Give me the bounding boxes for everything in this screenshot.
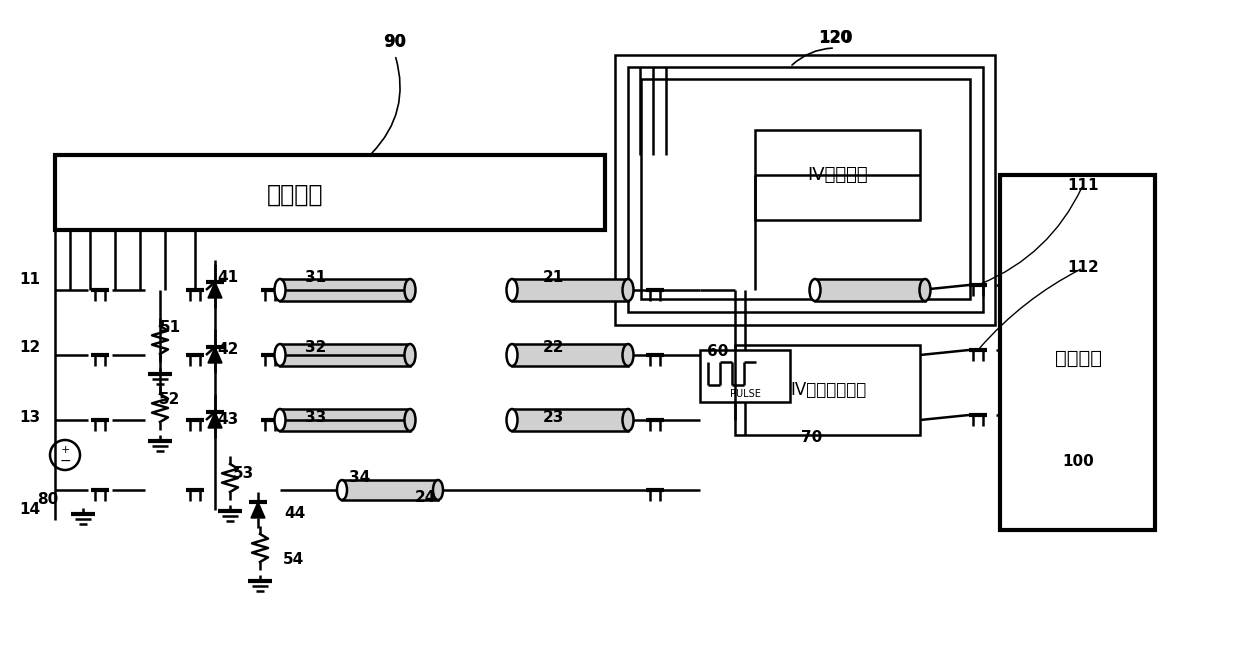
Text: 11: 11: [20, 272, 41, 288]
Ellipse shape: [274, 344, 285, 366]
Bar: [280, 344, 410, 366]
Polygon shape: [208, 282, 222, 298]
Ellipse shape: [920, 279, 930, 301]
Text: 120: 120: [817, 29, 852, 47]
Text: 54: 54: [283, 553, 304, 567]
Text: 待测器件: 待测器件: [1054, 348, 1101, 368]
Text: 70: 70: [801, 430, 822, 446]
Bar: [512, 279, 627, 301]
Ellipse shape: [622, 279, 634, 301]
Text: 53: 53: [232, 466, 254, 480]
Ellipse shape: [622, 409, 634, 431]
Bar: [735, 345, 920, 435]
Bar: [627, 67, 983, 312]
Bar: [701, 350, 790, 402]
Ellipse shape: [274, 279, 285, 301]
Text: 23: 23: [542, 410, 564, 426]
Bar: [615, 55, 994, 325]
Text: 42: 42: [217, 342, 238, 358]
Ellipse shape: [506, 409, 517, 431]
Text: 41: 41: [217, 270, 238, 286]
Text: 112: 112: [1068, 260, 1099, 276]
Text: 120: 120: [820, 31, 851, 45]
Bar: [280, 409, 410, 431]
Bar: [55, 155, 605, 230]
Ellipse shape: [506, 344, 517, 366]
Text: 34: 34: [350, 470, 371, 486]
Ellipse shape: [404, 279, 415, 301]
Bar: [999, 175, 1154, 530]
Text: 33: 33: [305, 410, 326, 426]
Text: 43: 43: [217, 412, 238, 428]
Text: PULSE: PULSE: [729, 389, 760, 399]
Text: 12: 12: [20, 340, 41, 356]
Text: 44: 44: [284, 505, 305, 521]
Text: 24: 24: [414, 490, 435, 505]
Bar: [641, 79, 970, 299]
Text: IV探头及示波器: IV探头及示波器: [790, 381, 866, 399]
Text: 111: 111: [1068, 178, 1099, 192]
Bar: [512, 344, 627, 366]
Text: 32: 32: [305, 340, 326, 356]
Ellipse shape: [404, 344, 415, 366]
Text: 52: 52: [159, 392, 181, 408]
Ellipse shape: [622, 344, 634, 366]
Bar: [755, 130, 920, 220]
Bar: [512, 409, 627, 431]
Ellipse shape: [274, 409, 285, 431]
Text: −: −: [60, 454, 71, 468]
Text: 100: 100: [1063, 454, 1094, 470]
Polygon shape: [208, 412, 222, 428]
Text: 微处理器: 微处理器: [267, 183, 324, 207]
Text: 13: 13: [20, 410, 41, 426]
Text: 21: 21: [542, 270, 564, 286]
Text: 90: 90: [383, 33, 407, 51]
Polygon shape: [208, 347, 222, 363]
Text: 22: 22: [542, 340, 564, 356]
Text: 80: 80: [37, 492, 58, 507]
Ellipse shape: [506, 279, 517, 301]
Bar: [280, 279, 410, 301]
Ellipse shape: [404, 409, 415, 431]
Bar: [815, 279, 925, 301]
Text: 14: 14: [20, 503, 41, 517]
Ellipse shape: [810, 279, 821, 301]
Text: 51: 51: [160, 320, 181, 336]
Text: 60: 60: [707, 344, 729, 360]
Polygon shape: [250, 502, 265, 518]
Text: +: +: [61, 445, 69, 455]
Ellipse shape: [337, 480, 347, 500]
Text: 90: 90: [384, 35, 405, 49]
Ellipse shape: [433, 480, 443, 500]
Text: 31: 31: [305, 270, 326, 286]
Bar: [342, 480, 438, 500]
Text: IV测量装置: IV测量装置: [807, 166, 868, 184]
